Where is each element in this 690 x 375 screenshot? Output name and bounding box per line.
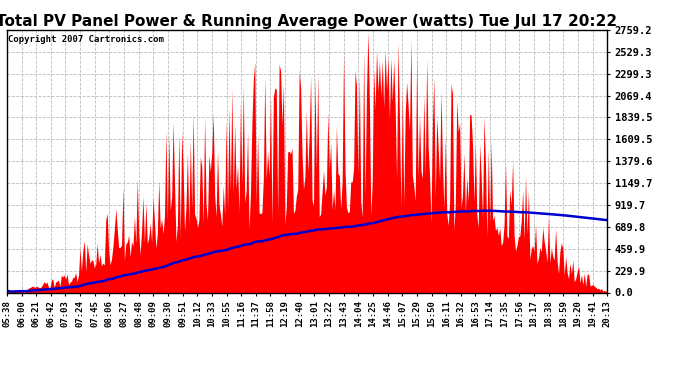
- Text: Copyright 2007 Cartronics.com: Copyright 2007 Cartronics.com: [8, 35, 164, 44]
- Title: Total PV Panel Power & Running Average Power (watts) Tue Jul 17 20:22: Total PV Panel Power & Running Average P…: [0, 14, 618, 29]
